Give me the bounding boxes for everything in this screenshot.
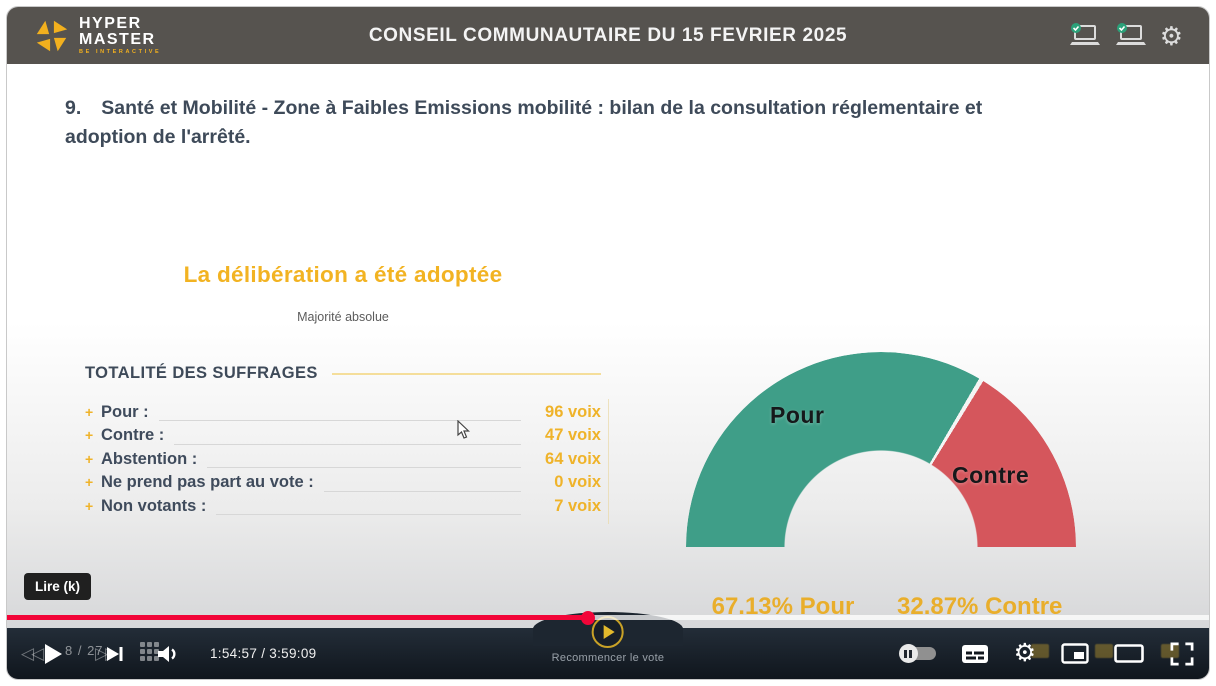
theater-mode-icon[interactable] (1114, 644, 1144, 663)
vote-row-non-votants: + Non votants : 7 voix (85, 496, 601, 515)
gauge-label-pour: Pour (770, 402, 825, 428)
plus-bullet-icon: + (85, 497, 94, 514)
player-controls: 1:54:57 / 3:59:09 ⚙ (7, 628, 1209, 679)
hypermaster-logo: HYPER MASTER BE INTERACTIVE (33, 14, 162, 56)
majority-label: Majorité absolue (297, 310, 389, 324)
plus-bullet-icon: + (85, 427, 94, 444)
pres-gold-icon (1161, 644, 1179, 658)
vote-row-contre: + Contre : 47 voix (85, 426, 601, 445)
plus-bullet-icon: + (85, 450, 94, 467)
logo-line2: MASTER (79, 30, 156, 48)
subtitles-icon[interactable] (961, 644, 989, 664)
mouse-cursor (457, 420, 470, 439)
vote-results-list: + Pour : 96 voix + Contre : 47 voix + Ab… (85, 399, 609, 524)
miniplayer-icon[interactable] (1061, 643, 1089, 664)
plus-bullet-icon: + (85, 404, 94, 420)
agenda-item-title: 9. Santé et Mobilité - Zone à Faibles Emi… (65, 97, 983, 148)
slide-area: 9. Santé et Mobilité - Zone à Faibles Emi… (7, 64, 1209, 679)
slide-counter: 8 / 27 (65, 643, 104, 658)
fullscreen-icon[interactable] (1169, 641, 1195, 667)
slide-grid-icon[interactable] (140, 642, 159, 661)
time-display: 1:54:57 / 3:59:09 (210, 646, 317, 661)
agenda-item-number: 9. (65, 97, 82, 119)
suffrages-section-title: TOTALITÉ DES SUFFRAGES (85, 364, 318, 382)
autoplay-toggle[interactable] (898, 644, 936, 663)
next-slides-icon[interactable]: ▷▷ (95, 643, 118, 663)
settings-icon[interactable]: ⚙ (1013, 639, 1036, 667)
votes-edge-line (608, 399, 609, 524)
plus-bullet-icon: + (85, 474, 94, 491)
device-check-icon[interactable] (1068, 22, 1102, 50)
vote-row-pour: + Pour : 96 voix (85, 403, 601, 422)
video-player-frame: HYPER MASTER BE INTERACTIVE CONSEIL COMM… (6, 6, 1210, 680)
vote-row-ne-prend-pas-part: + Ne prend pas part au vote : 0 voix (85, 473, 601, 492)
restart-vote-button[interactable]: Recommencer le vote (552, 616, 665, 664)
play-icon[interactable] (45, 643, 62, 664)
pres-gold-icon (1095, 644, 1113, 658)
section-underline (331, 372, 601, 375)
progress-track[interactable] (7, 615, 1209, 620)
gauge-label-contre: Contre (952, 462, 1030, 488)
settings-icon[interactable]: ⚙ (1159, 20, 1183, 51)
vote-gauge-chart: Pour Contre (686, 352, 1076, 547)
vote-row-abstention: + Abstention : 64 voix (85, 449, 601, 469)
volume-icon[interactable] (156, 643, 182, 665)
progress-played (7, 615, 588, 620)
presentation-header: HYPER MASTER BE INTERACTIVE CONSEIL COMM… (7, 7, 1209, 64)
video-progress-bar[interactable] (7, 610, 1209, 625)
pres-gold-icon (1031, 644, 1049, 658)
logo-tagline: BE INTERACTIVE (79, 48, 162, 55)
logo-line1: HYPER (79, 14, 142, 32)
session-title: CONSEIL COMMUNAUTAIRE DU 15 FEVRIER 2025 (368, 24, 848, 46)
progress-scrubber[interactable] (580, 610, 595, 625)
next-video-icon[interactable] (106, 645, 124, 663)
restart-vote-label: Recommencer le vote (551, 652, 665, 664)
device-check-icon[interactable] (1114, 22, 1148, 50)
play-tooltip: Lire (k) (24, 573, 92, 600)
gauge-slices (686, 352, 1076, 547)
pinwheel-logo-icon (36, 20, 68, 51)
prev-slides-icon[interactable]: ◁◁ (21, 643, 44, 663)
deliberation-result-title: La délibération a été adoptée (183, 262, 503, 287)
